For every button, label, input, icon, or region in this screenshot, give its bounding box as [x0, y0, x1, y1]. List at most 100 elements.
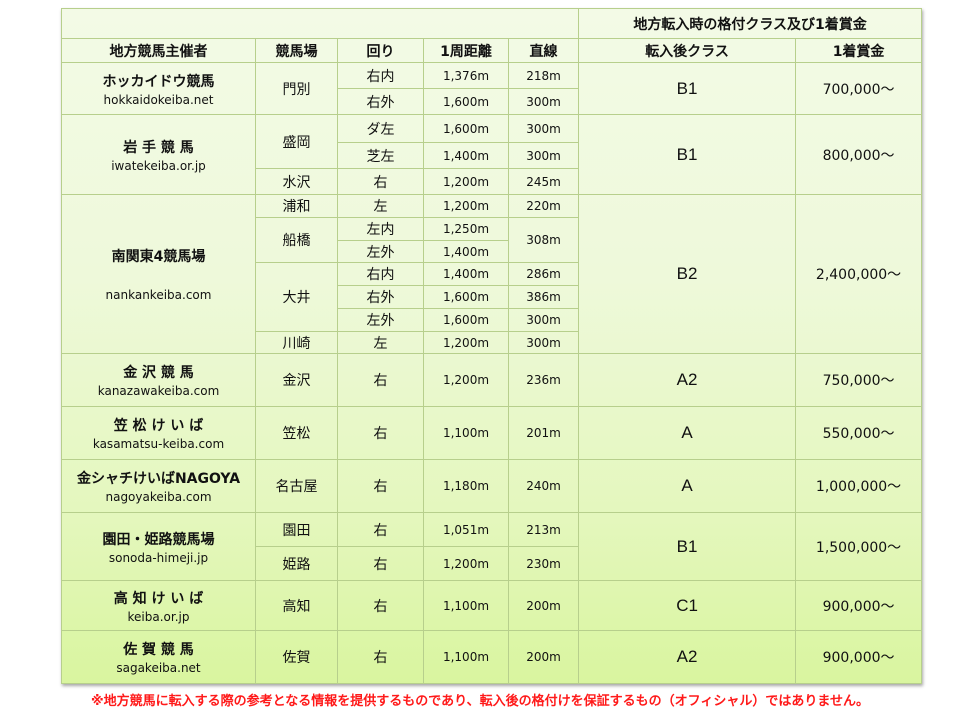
table-row: 金 沢 競 馬 kanazawakeiba.com 金沢右 1,200m 236m A2 7… [61, 353, 923, 407]
course-distance: 1,200m [423, 168, 509, 195]
straight-length: 300m [507, 308, 580, 332]
transfer-class: A [578, 406, 797, 460]
course-direction: 右外 [337, 285, 424, 309]
first-prize: 750,000〜 [795, 353, 923, 407]
organizer-name: 笠 松 け い ば [113, 418, 204, 434]
column-header-direction: 回り [337, 38, 424, 63]
first-prize: 2,400,000〜 [795, 194, 923, 354]
straight-length: 308m [507, 217, 580, 263]
straight-length: 300m [507, 142, 580, 169]
table-row: 佐 賀 競 馬 sagakeiba.net 佐賀右 1,100m 200m A2 900,0… [61, 630, 923, 684]
table-row: 姫路右 1,200m 230m [62, 546, 922, 581]
organizer-cell: ホッカイドウ競馬 hokkaidokeiba.net [61, 62, 256, 115]
course-direction: 右内 [337, 262, 424, 286]
table-row: 右外 1,600m 386m [62, 285, 922, 309]
track-name: 浦和 [255, 194, 338, 218]
track-name: 笠松 [255, 406, 338, 460]
straight-length: 230m [507, 546, 580, 581]
organizer-name: 岩 手 競 馬 [123, 139, 194, 156]
transfer-class: A2 [578, 353, 797, 407]
course-direction: 右 [337, 406, 424, 460]
track-name: 大井 [255, 262, 338, 332]
course-distance: 1,200m [423, 546, 509, 581]
course-direction: ダ左 [337, 114, 424, 143]
course-distance: 1,100m [423, 580, 509, 631]
column-header-distance: 1周距離 [423, 38, 509, 63]
table-row: ホッカイドウ競馬 hokkaidokeiba.net 門別 右内 1,376m 218m B… [61, 62, 923, 115]
organizer-name: 高 知 け い ば [113, 590, 204, 607]
organizer-cell: 南関東4競馬場 nankankeiba.com [61, 194, 256, 354]
organizer-cell: 金シャチけいばNAGOYA nagoyakeiba.com [61, 459, 256, 513]
course-distance: 1,600m [423, 308, 509, 332]
transfer-class: B2 [578, 194, 797, 354]
column-header-row: 地方競馬主催者 競馬場 回り 1周距離 直線 転入後クラス 1着賞金 [61, 38, 923, 63]
straight-length: 240m [507, 459, 580, 513]
organizer-url: nagoyakeiba.com [105, 490, 212, 504]
organizer-cell: 岩 手 競 馬 iwatekeiba.or.jp [61, 114, 256, 195]
track-name: 姫路 [255, 546, 338, 581]
table-row: 船橋 左内 1,250m 308m [62, 217, 922, 263]
organizer-name: 金 沢 競 馬 [123, 365, 194, 381]
organizer-cell: 笠 松 け い ば kasamatsu-keiba.com [61, 406, 256, 460]
course-distance: 1,200m [423, 194, 509, 218]
course-direction: 左外 [337, 240, 424, 263]
track-name: 水沢 [255, 168, 338, 195]
organizer-name: 金シャチけいばNAGOYA [76, 471, 241, 487]
column-header-organizer: 地方競馬主催者 [61, 38, 256, 63]
organizer-url: kanazawakeiba.com [97, 384, 220, 398]
transfer-class: B1 [578, 114, 797, 195]
track-name: 船橋 [255, 217, 338, 263]
track-name: 名古屋 [255, 459, 338, 513]
group-header-row: 地方転入時の格付クラス及び1着賞金 [60, 8, 923, 39]
course-distance: 1,180m [423, 459, 509, 513]
track-name: 高知 [255, 580, 338, 631]
course-direction: 右 [337, 546, 424, 581]
transfer-class: B1 [578, 62, 797, 115]
track-name: 川崎 [255, 331, 338, 354]
course-distance: 1,200m [423, 331, 509, 354]
group-header-title: 地方転入時の格付クラス及び1着賞金 [578, 8, 923, 39]
organizer-name: 園田・姫路競馬場 [102, 531, 215, 548]
course-distance: 1,400m [423, 142, 509, 169]
organizer-url: sagakeiba.net [116, 661, 201, 675]
column-header-straight: 直線 [507, 38, 580, 63]
organizer-url: sonoda-himeji.jp [108, 550, 209, 565]
table-row: 水沢右 1,200m 245m [62, 168, 922, 195]
table-row: 芝左 1,400m 300m [62, 142, 922, 169]
first-prize: 1,000,000〜 [795, 459, 923, 513]
course-direction: 左 [337, 194, 424, 218]
column-header-track: 競馬場 [255, 38, 338, 63]
course-distance: 1,400m [423, 262, 509, 286]
course-distance: 1,250m [423, 217, 509, 241]
disclaimer-footnote: ※地方競馬に転入する際の参考となる情報を提供するものであり、転入後の格付けを保証… [91, 694, 869, 709]
first-prize: 550,000〜 [795, 406, 923, 460]
organizer-url: hokkaidokeiba.net [103, 92, 214, 107]
straight-length: 213m [507, 512, 580, 547]
course-direction: 右 [337, 459, 424, 513]
straight-length: 245m [507, 168, 580, 195]
empty-header-cell [60, 8, 580, 39]
table-row: 左外 1,400m [62, 240, 922, 263]
track-name: 佐賀 [255, 630, 338, 684]
course-distance: 1,200m [423, 353, 509, 407]
track-name: 園田 [255, 512, 338, 547]
organizer-cell: 園田・姫路競馬場 sonoda-himeji.jp [61, 512, 256, 581]
track-name: 金沢 [255, 353, 338, 407]
straight-length: 218m [507, 62, 580, 89]
organizer-cell: 高 知 け い ば keiba.or.jp [61, 580, 256, 631]
organizer-name: 佐 賀 競 馬 [123, 642, 194, 658]
local-racing-transfer-table: 地方転入時の格付クラス及び1着賞金 地方競馬主催者 競馬場 回り 1周距離 直線… [60, 8, 923, 684]
table-row: 右外 1,600m 300m [62, 88, 922, 115]
first-prize: 1,500,000〜 [795, 512, 923, 581]
first-prize: 900,000〜 [795, 630, 923, 684]
column-header-prize: 1着賞金 [795, 38, 923, 63]
course-distance: 1,100m [423, 406, 509, 460]
organizer-url: kasamatsu-keiba.com [92, 437, 225, 451]
straight-length: 286m [507, 262, 580, 286]
table-row: 南関東4競馬場 nankankeiba.com 浦和左 1,200m 220m B2 2,4… [61, 194, 923, 354]
course-distance: 1,100m [423, 630, 509, 684]
table-row: 笠 松 け い ば kasamatsu-keiba.com 笠松右 1,100m 201… [61, 406, 923, 460]
transfer-class: C1 [578, 580, 797, 631]
straight-length: 300m [507, 114, 580, 143]
straight-length: 201m [507, 406, 580, 460]
